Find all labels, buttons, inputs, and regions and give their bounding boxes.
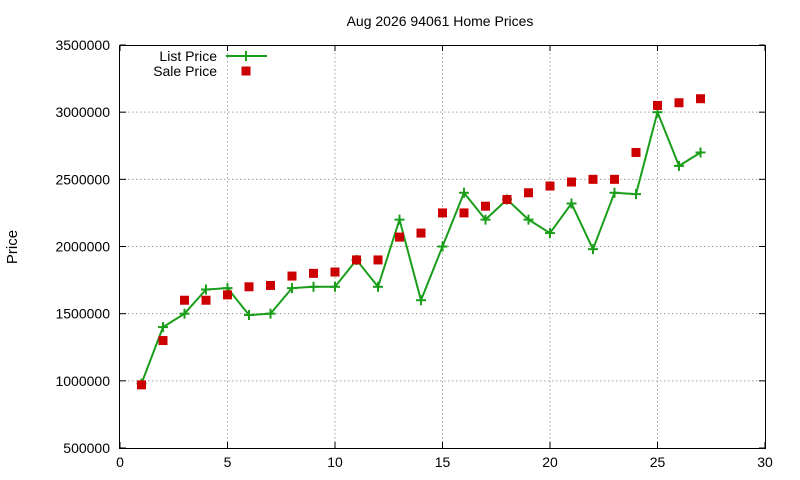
legend-marker-list-price xyxy=(241,51,251,61)
data-point-list-price xyxy=(179,308,190,319)
data-point-list-price xyxy=(480,214,491,225)
data-point-list-price xyxy=(201,284,211,295)
data-point-sale-price xyxy=(180,295,189,305)
data-point-sale-price xyxy=(395,232,404,242)
data-point-sale-price xyxy=(524,188,533,198)
plot-frame xyxy=(119,45,766,449)
x-tick-label: 25 xyxy=(650,454,666,470)
x-tick-label: 20 xyxy=(542,454,558,470)
data-point-list-price xyxy=(416,295,426,306)
y-axis-label: Price xyxy=(4,230,21,264)
y-tick-label: 3000000 xyxy=(55,104,110,120)
tick-labels: 0 5 10 15 20 25 30 500000 1000000 1500000 2000000 2… xyxy=(55,37,773,470)
data-point-sale-price xyxy=(287,271,297,281)
data-point-list-price xyxy=(158,322,168,333)
x-tick-label: 0 xyxy=(116,454,124,470)
data-point-sale-price xyxy=(588,174,598,184)
legend: List Price Sale Price xyxy=(153,48,267,79)
data-point-sale-price xyxy=(481,201,490,211)
data-point-sale-price xyxy=(674,98,684,108)
data-point-list-price xyxy=(631,189,641,200)
data-point-list-price xyxy=(244,310,254,321)
data-point-list-price xyxy=(287,283,297,294)
x-tick-label: 30 xyxy=(757,454,773,470)
series-line-list-price xyxy=(140,111,702,384)
legend-swatches xyxy=(226,51,267,76)
data-point-sale-price xyxy=(309,268,318,278)
data-point-list-price xyxy=(373,281,383,292)
data-point-list-price xyxy=(588,244,598,255)
data-point-list-price xyxy=(308,281,319,292)
data-point-list-price xyxy=(265,308,276,319)
legend-label-list-price: List Price xyxy=(159,48,217,64)
y-tick-label: 2500000 xyxy=(55,171,110,187)
data-point-sale-price xyxy=(137,380,146,390)
y-tick-label: 1500000 xyxy=(55,306,110,322)
y-tick-label: 2000000 xyxy=(55,239,110,255)
data-point-sale-price xyxy=(438,208,447,218)
data-point-sale-price xyxy=(352,255,361,265)
legend-marker-sale-price xyxy=(241,66,251,76)
data-point-sale-price xyxy=(631,147,641,157)
data-point-list-price xyxy=(695,147,706,158)
data-point-sale-price xyxy=(223,290,232,300)
y-tick-label: 500000 xyxy=(63,440,110,456)
data-point-sale-price xyxy=(201,295,211,305)
data-point-sale-price xyxy=(330,267,340,277)
y-tick-label: 3500000 xyxy=(55,37,110,53)
data-point-list-price xyxy=(394,214,405,225)
data-point-list-price xyxy=(437,241,448,252)
data-point-sale-price xyxy=(502,194,512,204)
chart-title: Aug 2026 94061 Home Prices xyxy=(347,13,534,29)
x-tick-label: 5 xyxy=(224,454,232,470)
x-tick-label: 10 xyxy=(327,454,343,470)
data-point-sale-price xyxy=(416,228,426,238)
data-point-list-price xyxy=(330,281,340,292)
data-point-list-price xyxy=(566,198,577,209)
data-point-list-price xyxy=(523,214,534,225)
data-point-sale-price xyxy=(373,255,383,265)
data-point-sale-price xyxy=(567,177,576,187)
data-point-list-price xyxy=(459,187,469,198)
x-tick-label: 15 xyxy=(435,454,451,470)
data-point-sale-price xyxy=(696,94,705,104)
data-point-sale-price xyxy=(610,174,619,184)
plot-area xyxy=(136,94,706,390)
data-point-sale-price xyxy=(266,280,275,290)
data-point-sale-price xyxy=(244,282,254,292)
data-point-list-price xyxy=(609,187,620,198)
data-point-sale-price xyxy=(459,208,469,218)
data-point-sale-price xyxy=(653,100,662,110)
data-point-list-price xyxy=(545,228,555,239)
data-point-sale-price xyxy=(545,181,555,191)
data-point-sale-price xyxy=(158,336,168,346)
data-point-list-price xyxy=(674,160,684,171)
y-tick-label: 1000000 xyxy=(55,373,110,389)
legend-label-sale-price: Sale Price xyxy=(153,63,217,79)
